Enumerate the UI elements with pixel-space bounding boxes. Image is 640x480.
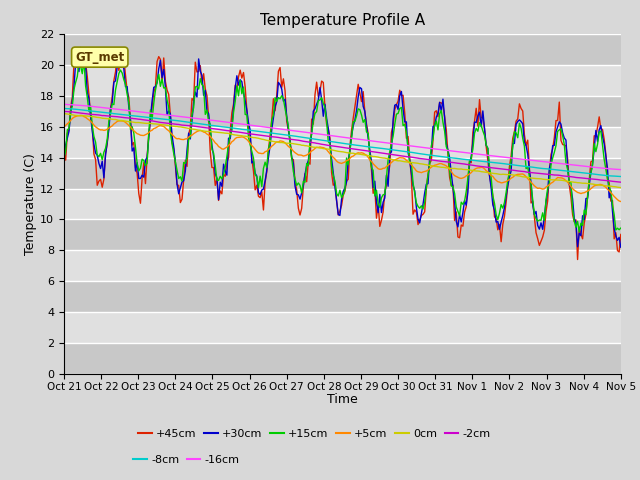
Line: -2cm: -2cm [64, 111, 621, 182]
-16cm [60, 101, 68, 107]
0cm [183, 125, 191, 131]
-16cm [617, 167, 625, 172]
+15cm [374, 201, 382, 207]
+45cm [573, 257, 581, 263]
+5cm [617, 199, 625, 204]
Line: +30cm: +30cm [64, 48, 621, 247]
-2cm [183, 122, 191, 128]
+30cm [60, 156, 68, 162]
Line: -16cm: -16cm [64, 104, 621, 169]
+15cm [524, 164, 532, 170]
Bar [64, 127, 621, 157]
+45cm [524, 137, 532, 143]
Y-axis label: Temperature (C): Temperature (C) [24, 153, 37, 255]
-16cm [67, 102, 74, 108]
-8cm [617, 174, 625, 180]
+5cm [77, 112, 84, 118]
0cm [516, 173, 524, 179]
+15cm [80, 58, 88, 63]
+30cm [185, 130, 193, 136]
Line: +5cm: +5cm [64, 115, 621, 202]
+5cm [374, 166, 382, 172]
+5cm [185, 134, 193, 140]
+30cm [67, 110, 74, 116]
Line: 0cm: 0cm [64, 113, 621, 188]
-16cm [183, 114, 191, 120]
0cm [372, 154, 380, 160]
+45cm [185, 132, 193, 138]
+5cm [524, 176, 532, 181]
Text: GT_met: GT_met [75, 51, 124, 64]
X-axis label: Time: Time [327, 394, 358, 407]
+15cm [185, 136, 193, 142]
+45cm [67, 104, 74, 110]
+15cm [617, 225, 625, 231]
+15cm [60, 155, 68, 161]
+5cm [60, 124, 68, 130]
Bar [64, 281, 621, 312]
-16cm [372, 139, 380, 144]
+30cm [617, 244, 625, 250]
Line: +15cm: +15cm [64, 60, 621, 232]
Bar [64, 312, 621, 343]
-2cm [67, 109, 74, 115]
+30cm [517, 119, 525, 124]
-8cm [516, 163, 524, 168]
+5cm [517, 171, 525, 177]
Bar [64, 219, 621, 251]
0cm [522, 174, 530, 180]
+45cm [75, 45, 83, 51]
+45cm [617, 231, 625, 237]
Line: -8cm: -8cm [64, 108, 621, 177]
+30cm [228, 124, 236, 130]
-2cm [522, 169, 530, 175]
+5cm [67, 118, 74, 123]
+15cm [575, 229, 583, 235]
+45cm [374, 201, 382, 207]
+45cm [517, 106, 525, 111]
0cm [67, 112, 74, 118]
0cm [60, 110, 68, 116]
-16cm [516, 156, 524, 162]
-8cm [372, 145, 380, 151]
Bar [64, 65, 621, 96]
Bar [64, 157, 621, 189]
-2cm [227, 128, 234, 134]
-8cm [522, 164, 530, 169]
-8cm [227, 125, 234, 131]
-8cm [183, 119, 191, 125]
+5cm [228, 139, 236, 144]
Bar [64, 96, 621, 127]
Bar [64, 343, 621, 374]
-8cm [67, 106, 74, 112]
+15cm [67, 108, 74, 114]
Line: +45cm: +45cm [64, 48, 621, 260]
-16cm [227, 120, 234, 125]
-2cm [516, 168, 524, 174]
-8cm [60, 106, 68, 111]
+15cm [517, 125, 525, 131]
Legend: -8cm, -16cm: -8cm, -16cm [129, 451, 244, 469]
-2cm [60, 108, 68, 114]
+30cm [77, 45, 84, 50]
Bar [64, 189, 621, 219]
Bar [64, 251, 621, 281]
0cm [617, 185, 625, 191]
+30cm [374, 210, 382, 216]
+30cm [524, 151, 532, 157]
Bar [64, 34, 621, 65]
0cm [227, 131, 234, 137]
-2cm [617, 180, 625, 185]
-16cm [522, 157, 530, 163]
+15cm [228, 127, 236, 133]
-2cm [372, 149, 380, 155]
Title: Temperature Profile A: Temperature Profile A [260, 13, 425, 28]
+45cm [60, 150, 68, 156]
+45cm [228, 110, 236, 116]
